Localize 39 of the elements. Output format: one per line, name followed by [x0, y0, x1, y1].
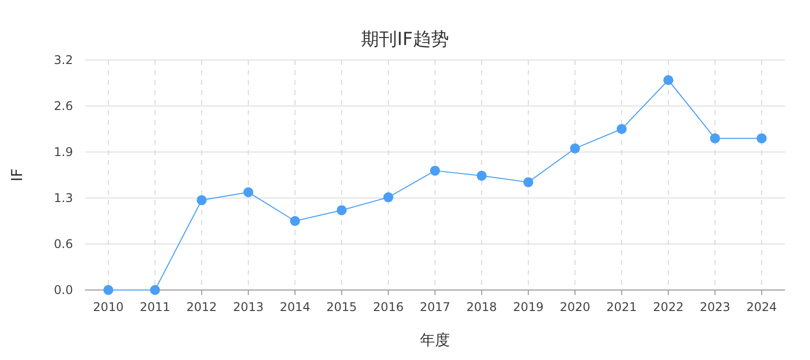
y-tick-label: 0.6 [54, 237, 73, 251]
point [243, 187, 254, 198]
y-tick-label: 2.6 [54, 99, 73, 113]
x-tick-label: 2017 [420, 300, 450, 314]
y-tick-label: 3.2 [54, 53, 73, 67]
x-axis-title: 年度 [420, 331, 450, 349]
point [290, 216, 300, 226]
point [710, 133, 720, 144]
y-tick-label: 0.0 [54, 283, 73, 297]
x-tick-label: 2015 [326, 300, 357, 314]
x-tick-label: 2018 [466, 300, 497, 314]
x-tick-label: 2016 [373, 300, 404, 314]
point [336, 205, 347, 216]
point [756, 133, 767, 144]
x-tick-label: 2024 [746, 300, 777, 314]
x-tick-label: 2020 [560, 300, 590, 314]
point [430, 166, 440, 176]
x-tick-label: 2011 [140, 300, 170, 314]
x-tick-label: 2013 [233, 300, 264, 314]
point [523, 177, 534, 188]
point [103, 285, 114, 295]
point [616, 124, 627, 134]
point [476, 170, 487, 181]
x-tick-label: 2010 [93, 300, 124, 314]
chart-title: 期刊IF趋势 [361, 29, 449, 50]
x-tick-label: 2023 [700, 300, 730, 314]
x-tick-label: 2021 [606, 300, 637, 314]
point [663, 75, 674, 86]
x-tick-label: 2012 [186, 300, 217, 314]
point [150, 285, 160, 295]
point [570, 143, 580, 154]
point [196, 195, 207, 206]
x-tick-label: 2022 [653, 300, 684, 314]
x-tick-label: 2014 [280, 300, 310, 314]
y-axis-title: IF [8, 168, 26, 182]
point [383, 192, 394, 202]
y-tick-label: 1.9 [54, 145, 73, 159]
y-tick-label: 1.3 [54, 191, 73, 205]
x-tick-label: 2019 [513, 300, 544, 314]
